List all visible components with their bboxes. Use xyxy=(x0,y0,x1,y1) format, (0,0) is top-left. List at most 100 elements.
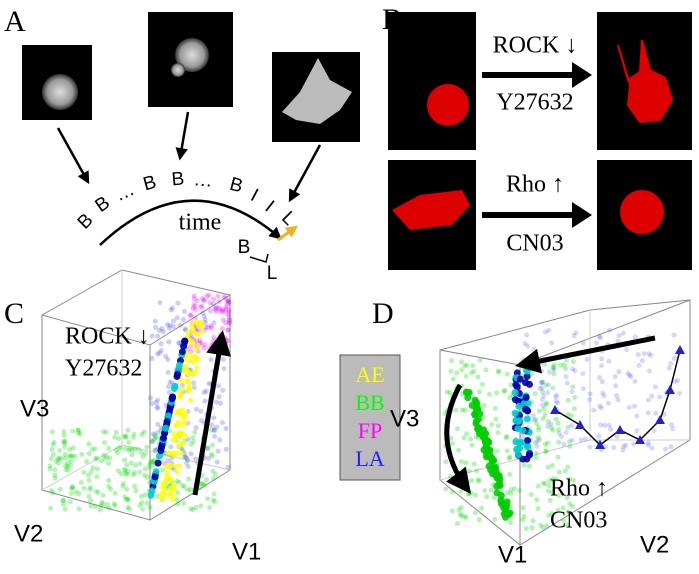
point xyxy=(550,364,556,370)
point xyxy=(472,492,478,498)
point xyxy=(47,463,53,469)
point xyxy=(632,334,638,340)
point xyxy=(526,380,534,388)
point xyxy=(504,434,510,440)
trajectory-point xyxy=(575,420,585,429)
point xyxy=(174,478,180,484)
point xyxy=(170,497,176,503)
point xyxy=(52,475,58,481)
point xyxy=(102,440,108,446)
point xyxy=(486,391,492,397)
point xyxy=(503,434,509,440)
point xyxy=(213,399,219,405)
point xyxy=(511,389,519,397)
point xyxy=(444,389,450,395)
point xyxy=(147,504,153,510)
point xyxy=(190,507,196,513)
point xyxy=(181,337,189,345)
point xyxy=(226,314,232,320)
legend-entry: LA xyxy=(355,446,384,471)
point xyxy=(456,507,462,513)
point xyxy=(211,296,217,302)
point xyxy=(502,388,508,394)
point xyxy=(489,422,495,428)
point xyxy=(459,407,465,413)
point xyxy=(53,458,59,464)
point xyxy=(458,513,464,519)
point xyxy=(620,330,626,336)
point xyxy=(555,507,561,513)
point xyxy=(65,467,71,473)
point xyxy=(224,349,230,355)
legend-box xyxy=(339,354,401,481)
point xyxy=(170,318,176,324)
point xyxy=(204,445,210,451)
point xyxy=(533,450,539,456)
point xyxy=(533,440,539,446)
point xyxy=(184,455,190,461)
point xyxy=(648,352,654,358)
point xyxy=(185,476,191,482)
point xyxy=(225,327,231,333)
point xyxy=(192,303,198,309)
point xyxy=(194,338,200,344)
point xyxy=(541,393,547,399)
point xyxy=(191,296,197,302)
point xyxy=(111,501,117,507)
point xyxy=(192,320,198,326)
point xyxy=(165,464,171,470)
point xyxy=(464,431,470,437)
point xyxy=(55,460,61,466)
point xyxy=(56,457,62,463)
point xyxy=(200,296,206,302)
point xyxy=(449,357,455,363)
point xyxy=(523,415,531,423)
point xyxy=(131,431,137,437)
point xyxy=(208,323,214,329)
point xyxy=(569,422,575,428)
treatment: CN03 xyxy=(550,508,607,534)
point xyxy=(103,429,109,435)
point xyxy=(212,427,218,433)
point xyxy=(528,492,534,498)
point xyxy=(211,491,217,497)
point xyxy=(506,509,514,517)
point xyxy=(529,525,535,531)
point xyxy=(180,407,186,413)
point xyxy=(573,330,579,336)
point xyxy=(546,369,552,375)
point xyxy=(187,486,193,492)
point xyxy=(50,452,56,458)
point xyxy=(534,421,540,427)
point xyxy=(607,327,613,333)
point xyxy=(537,385,543,391)
point xyxy=(94,455,100,461)
point xyxy=(186,384,192,390)
point xyxy=(155,429,161,435)
point xyxy=(120,483,126,489)
point xyxy=(68,458,74,464)
point xyxy=(212,433,218,439)
point xyxy=(572,368,578,374)
treatment: Rho ↑ xyxy=(506,172,564,198)
point xyxy=(202,297,208,303)
point xyxy=(88,498,94,504)
point xyxy=(223,426,229,432)
point xyxy=(223,306,229,312)
point xyxy=(207,505,213,511)
point xyxy=(565,464,571,470)
point xyxy=(565,397,571,403)
point xyxy=(535,438,541,444)
point xyxy=(191,330,197,336)
point xyxy=(204,293,210,299)
point xyxy=(142,451,148,457)
point xyxy=(202,317,208,323)
point xyxy=(623,442,629,448)
point xyxy=(549,340,555,346)
point xyxy=(205,496,211,502)
point xyxy=(208,427,214,433)
treatment: ROCK ↓ xyxy=(65,324,150,350)
point xyxy=(61,429,67,435)
point xyxy=(86,451,92,457)
point xyxy=(479,505,485,511)
